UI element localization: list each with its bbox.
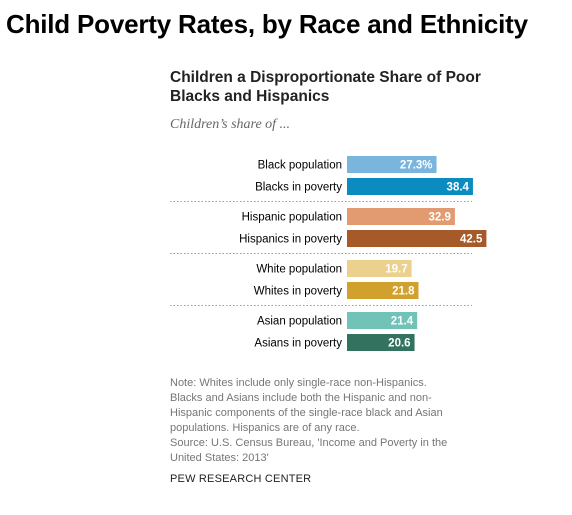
- category-label: Hispanic population: [242, 212, 342, 224]
- chart-source: Source: U.S. Census Bureau, 'Income and …: [170, 437, 448, 464]
- category-label: Asians in poverty: [254, 338, 342, 350]
- data-label: 21.8: [392, 286, 415, 298]
- category-label: White population: [256, 264, 342, 276]
- bar: [347, 230, 487, 247]
- chart-subtitle: Children’s share of ...: [170, 117, 291, 132]
- bar: [347, 282, 419, 299]
- data-label: 19.7: [385, 264, 407, 276]
- bar-chart: Black population 27.3% Blacks in poverty 38…: [170, 156, 487, 351]
- data-label: 38.4: [447, 182, 470, 194]
- category-label: Whites in poverty: [254, 286, 342, 298]
- chart-note: Note: Whites include only single-race no…: [170, 377, 443, 434]
- chart-title: Children a Disproportionate Share of Poo…: [170, 69, 481, 105]
- note-block: Note: Whites include only single-race no…: [170, 376, 460, 466]
- data-label: 27.3%: [400, 160, 433, 172]
- bar: [347, 260, 412, 277]
- data-label: 32.9: [429, 212, 451, 224]
- category-label: Black population: [258, 160, 342, 172]
- bar: [347, 312, 418, 329]
- bar: [347, 208, 455, 225]
- page-title: Child Poverty Rates, by Race and Ethnici…: [6, 9, 528, 39]
- category-label: Hispanics in poverty: [239, 234, 342, 246]
- category-label: Asian population: [257, 316, 342, 328]
- pew-credit: PEW RESEARCH CENTER: [170, 473, 312, 485]
- bar: [347, 334, 415, 351]
- bar: [347, 156, 437, 173]
- data-label: 42.5: [460, 234, 483, 246]
- category-label: Blacks in poverty: [255, 182, 342, 194]
- bar: [347, 178, 473, 195]
- data-label: 20.6: [388, 338, 410, 350]
- data-label: 21.4: [391, 316, 414, 328]
